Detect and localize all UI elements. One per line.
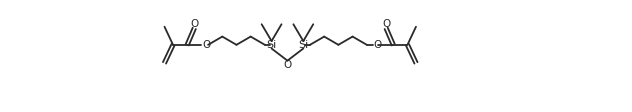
Text: O: O xyxy=(382,18,391,29)
Text: O: O xyxy=(283,60,291,70)
Text: O: O xyxy=(202,40,210,50)
Text: O: O xyxy=(374,40,382,50)
Text: Si: Si xyxy=(267,40,277,50)
Text: Si: Si xyxy=(298,40,308,50)
Text: O: O xyxy=(190,18,198,29)
